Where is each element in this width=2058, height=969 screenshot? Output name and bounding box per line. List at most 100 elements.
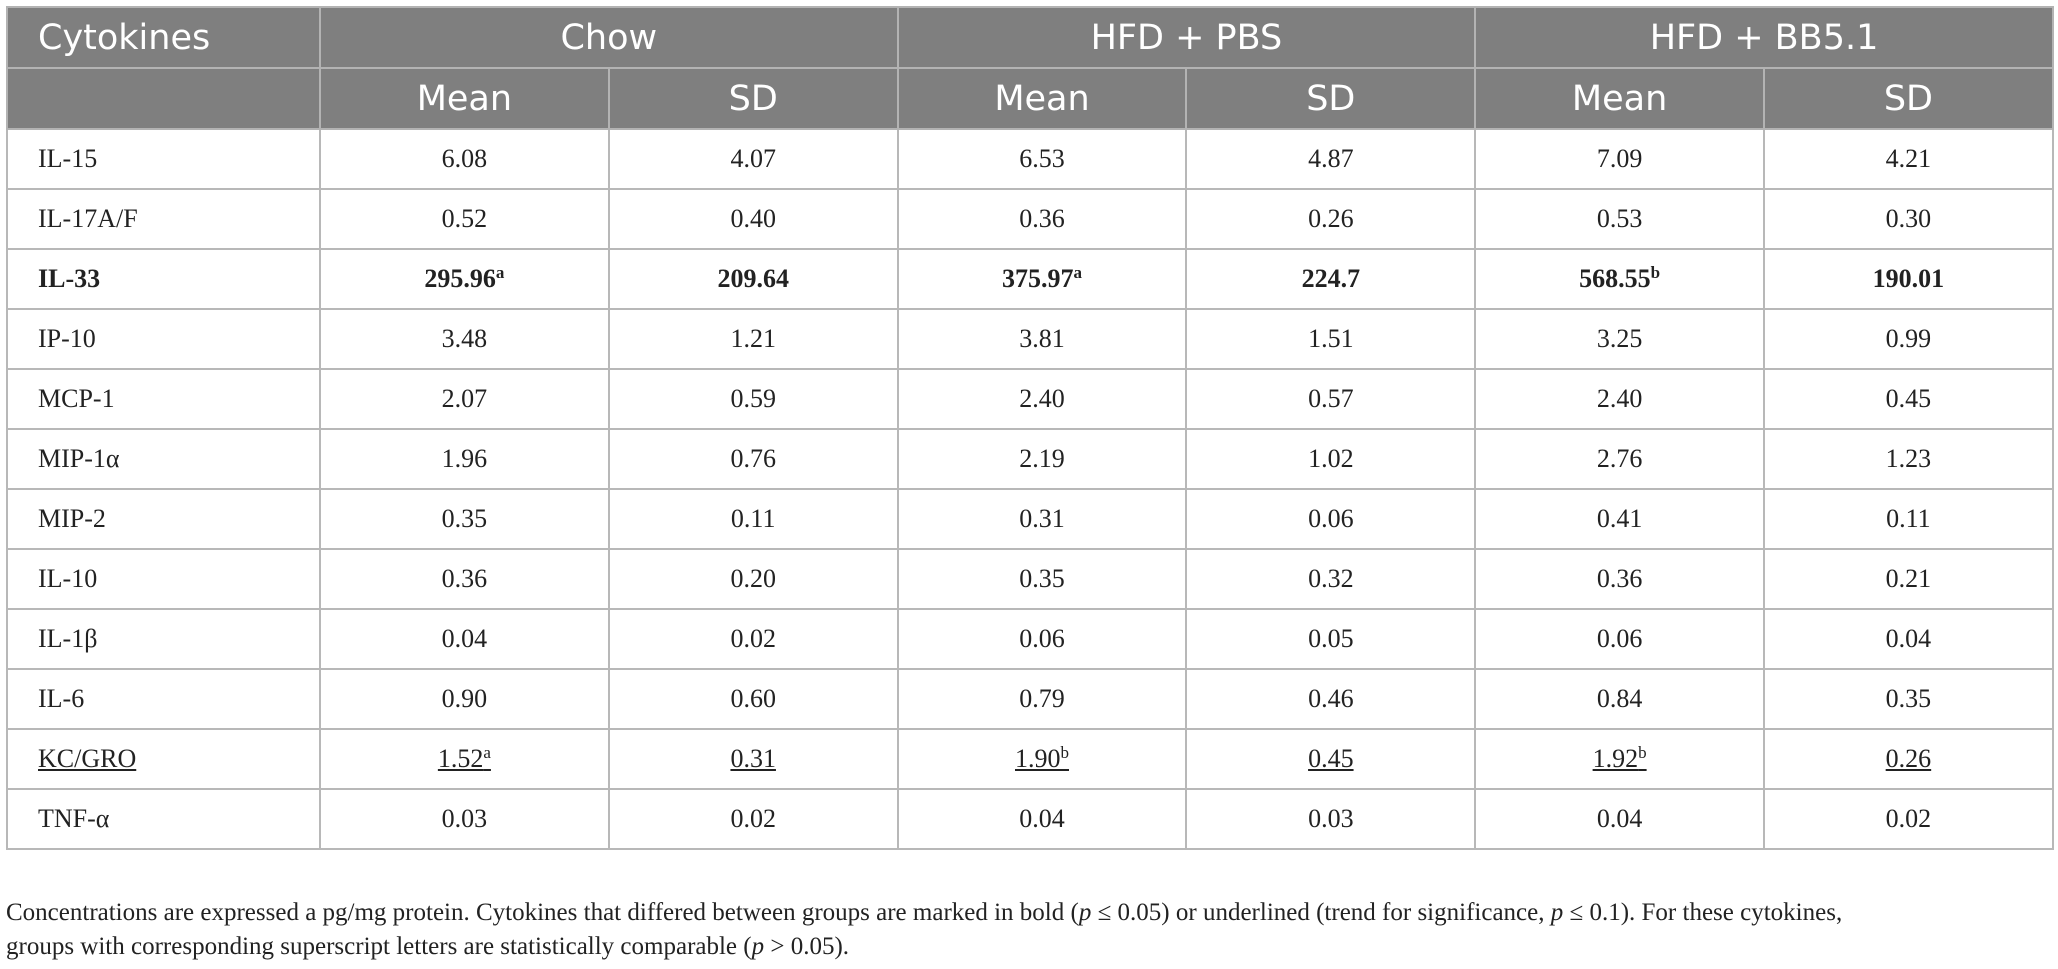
header-blank	[6, 67, 321, 130]
header-group-chow: Chow	[319, 6, 899, 69]
sd-value: 0.99	[1886, 324, 1932, 353]
header-row-stats: Mean SD Mean SD Mean SD	[6, 67, 2054, 130]
cell-number: 4.07	[730, 144, 776, 173]
cell-number: 568.55	[1579, 264, 1651, 293]
mean-cell: 2.40	[1474, 368, 1766, 430]
mean-value: 7.09	[1597, 144, 1643, 173]
mean-cell: 2.40	[896, 368, 1188, 430]
mean-cell: 0.53	[1474, 188, 1766, 250]
cell-number: 0.05	[1308, 624, 1354, 653]
significance-superscript: a	[1073, 263, 1083, 282]
mean-value: 0.36	[1597, 564, 1643, 593]
mean-value: 2.76	[1597, 444, 1643, 473]
sd-cell: 0.32	[1185, 548, 1477, 610]
cell-number: 0.53	[1596, 204, 1643, 233]
mean-value: 0.06	[1597, 624, 1643, 653]
mean-cell: 3.25	[1474, 308, 1766, 370]
cytokine-name: KC/GRO	[38, 744, 137, 773]
cell-number: 2.07	[441, 384, 488, 413]
sd-cell: 0.03	[1185, 788, 1477, 850]
mean-value: 0.53	[1597, 204, 1643, 233]
mean-cell: 375.97a	[896, 248, 1188, 310]
cytokine-name: IL-6	[38, 684, 85, 713]
sd-cell: 0.04	[1763, 608, 2054, 670]
significance-superscript: a	[495, 263, 505, 282]
sd-value: 0.02	[1886, 804, 1932, 833]
mean-value: 0.36	[442, 564, 488, 593]
mean-cell: 0.06	[1474, 608, 1766, 670]
sd-cell: 1.51	[1185, 308, 1477, 370]
cytokine-name-cell: IL-17A/F	[6, 188, 321, 250]
sd-value: 0.59	[730, 384, 776, 413]
cell-number: 0.11	[1886, 504, 1931, 533]
table-row: MIP-2 0.35 0.11 0.31 0.06 0.41 0.11	[6, 488, 2054, 550]
mean-cell: 1.92b	[1474, 728, 1766, 790]
cell-number: 0.36	[1596, 564, 1643, 593]
mean-value: 0.36	[1019, 204, 1065, 233]
cytokine-name-cell: IP-10	[6, 308, 321, 370]
cell-number: 0.90	[441, 684, 488, 713]
table-row: IL-6 0.90 0.60 0.79 0.46 0.84 0.35	[6, 668, 2054, 730]
sd-cell: 0.45	[1185, 728, 1477, 790]
sd-value: 224.7	[1302, 264, 1361, 293]
cell-number: 0.35	[1019, 564, 1065, 593]
cell-number: 1.23	[1885, 444, 1932, 473]
cell-number: 0.84	[1596, 684, 1643, 713]
table-row: IL-1β 0.04 0.02 0.06 0.05 0.06 0.04	[6, 608, 2054, 670]
cell-number: 0.02	[730, 624, 776, 653]
sd-value: 4.87	[1308, 144, 1354, 173]
sd-cell: 0.21	[1763, 548, 2054, 610]
sd-cell: 0.26	[1763, 728, 2054, 790]
cell-number: 0.52	[441, 204, 488, 233]
cell-number: 0.21	[1885, 564, 1932, 593]
mean-value: 3.48	[442, 324, 488, 353]
mean-cell: 0.79	[896, 668, 1188, 730]
sd-cell: 0.60	[607, 668, 899, 730]
mean-cell: 6.53	[896, 128, 1188, 190]
sd-cell: 0.02	[607, 608, 899, 670]
sd-value: 0.02	[730, 804, 776, 833]
sd-value: 0.32	[1308, 564, 1354, 593]
mean-cell: 3.81	[896, 308, 1188, 370]
cell-number: 2.76	[1596, 444, 1643, 473]
table-row: IL-15 6.08 4.07 6.53 4.87 7.09 4.21	[6, 128, 2054, 190]
sd-value: 0.03	[1308, 804, 1354, 833]
sd-cell: 0.45	[1763, 368, 2054, 430]
sd-cell: 0.76	[607, 428, 899, 490]
cytokine-name-cell: KC/GRO	[6, 728, 321, 790]
sd-cell: 0.11	[607, 488, 899, 550]
mean-cell: 0.06	[896, 608, 1188, 670]
footnote-line-1: Concentrations are expressed a pg/mg pro…	[6, 899, 1843, 926]
cell-number: 3.48	[441, 324, 488, 353]
mean-cell: 0.04	[319, 608, 610, 670]
mean-value: 568.55b	[1579, 264, 1660, 293]
table-header: Cytokines Chow HFD + PBS HFD + BB5.1 Mea…	[6, 6, 2054, 130]
sd-value: 0.46	[1308, 684, 1354, 713]
cytokine-name: IL-1β	[38, 624, 98, 653]
cytokine-name-cell: TNF-α	[6, 788, 321, 850]
mean-value: 0.35	[442, 504, 488, 533]
mean-cell: 1.52a	[319, 728, 610, 790]
sd-value: 0.30	[1886, 204, 1932, 233]
cell-number: 0.36	[441, 564, 488, 593]
sd-value: 4.07	[730, 144, 776, 173]
mean-cell: 6.08	[319, 128, 610, 190]
sd-value: 0.06	[1308, 504, 1354, 533]
mean-cell: 0.36	[319, 548, 610, 610]
sd-cell: 0.26	[1185, 188, 1477, 250]
cell-number: 0.36	[1019, 204, 1065, 233]
cell-number: 2.40	[1019, 384, 1065, 413]
sd-value: 0.26	[1308, 204, 1354, 233]
cell-number: 7.09	[1596, 144, 1643, 173]
cell-number: 0.45	[1885, 384, 1932, 413]
sd-cell: 4.87	[1185, 128, 1477, 190]
sd-cell: 0.30	[1763, 188, 2054, 250]
cell-number: 0.26	[1308, 204, 1354, 233]
mean-value: 0.41	[1597, 504, 1643, 533]
sd-cell: 209.64	[607, 248, 899, 310]
cell-number: 0.31	[730, 744, 776, 773]
mean-cell: 0.04	[1474, 788, 1766, 850]
cell-number: 0.57	[1308, 384, 1354, 413]
mean-value: 1.92b	[1593, 744, 1647, 773]
cell-number: 0.76	[730, 444, 776, 473]
